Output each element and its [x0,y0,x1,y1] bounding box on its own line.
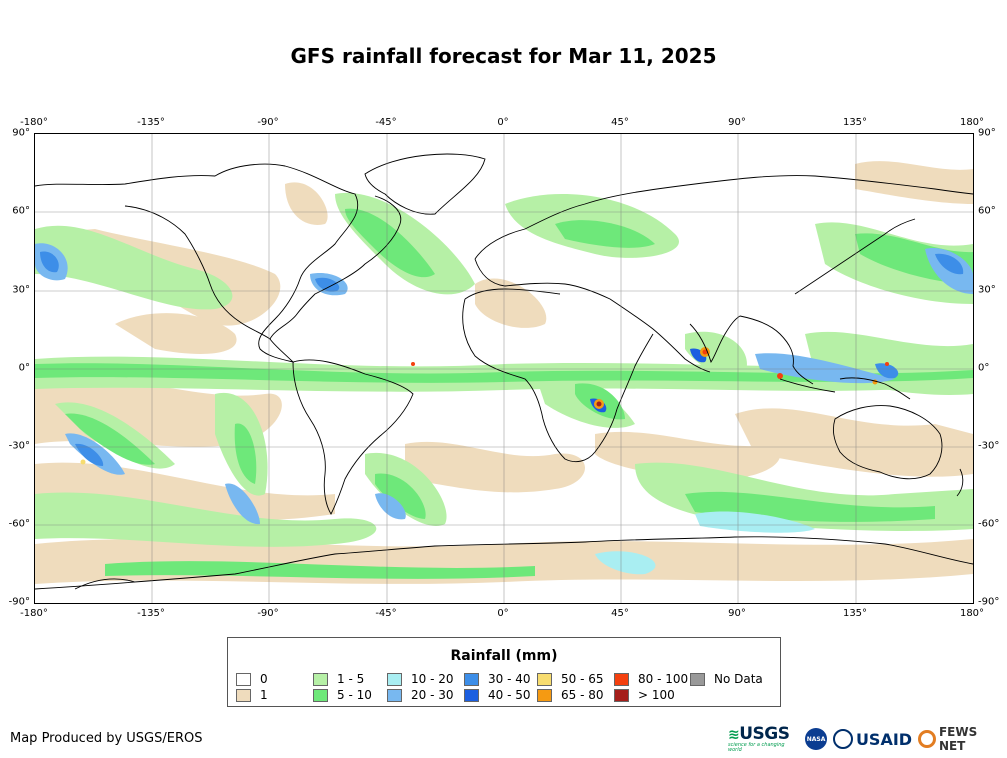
legend-label: 65 - 80 [561,688,604,702]
lat-tick-label: 0° [18,362,30,374]
rainfall-layer-blue [35,243,973,575]
usgs-logo-text: USGS [739,723,790,744]
lon-tick-label: 0° [497,608,509,619]
legend-swatch [387,688,402,702]
legend-item: 20 - 30 [387,688,454,702]
legend-label: 1 [260,688,268,702]
legend-swatch [464,688,479,702]
fews-globe-icon [918,730,936,748]
graticule [35,134,973,603]
legend-item: 65 - 80 [537,688,604,702]
legend-label: 80 - 100 [638,672,689,686]
legend-item: No Data [690,672,763,686]
lat-tick-label: 60° [978,205,996,217]
legend-swatch [537,672,552,686]
legend-swatch [690,672,705,686]
legend-item: 5 - 10 [313,688,372,702]
lon-tick-label: 45° [611,608,629,619]
legend-swatch [614,688,629,702]
legend-label: 10 - 20 [411,672,454,686]
fews-net-logo: FEWS NET [918,725,1007,753]
lat-tick-label: 60° [12,205,30,217]
map-credit: Map Produced by USGS/EROS [10,731,203,746]
rainfall-layer-heavy [80,347,889,465]
legend-swatch [236,672,251,686]
partner-logos: ≋USGS science for a changing world NASA … [728,724,1007,754]
legend-swatch [236,688,251,702]
legend-swatch [614,672,629,686]
lon-tick-label: 135° [842,117,868,128]
fews-logo-text: FEWS NET [938,725,978,753]
lon-tick-label: -90° [257,608,279,619]
legend-swatch [313,672,328,686]
lat-tick-label: -90° [978,596,1000,608]
legend-label: 20 - 30 [411,688,454,702]
lat-tick-label: -90° [8,596,30,608]
lon-tick-label: 45° [611,117,629,128]
legend-label: 40 - 50 [488,688,531,702]
lon-tick-label: -135° [137,117,165,128]
legend-item: 0 [236,672,268,686]
lon-tick-label: -135° [137,608,165,619]
legend-item: 40 - 50 [464,688,531,702]
map-legend: Rainfall (mm) 0 1 1 - 5 5 - 10 10 - 20 2… [227,637,781,707]
lat-tick-label: -60° [8,518,30,530]
legend-item: 1 - 5 [313,672,364,686]
lon-tick-label: 0° [497,117,509,128]
legend-item: 30 - 40 [464,672,531,686]
lat-tick-label: 30° [12,284,30,296]
usaid-seal-icon [832,729,853,749]
lon-tick-label: -180° [20,117,48,128]
usaid-logo: USAID [832,729,913,749]
lat-tick-label: 0° [978,362,990,374]
lon-tick-label: 90° [728,608,746,619]
legend-item: 80 - 100 [614,672,688,686]
lon-tick-label: -90° [257,117,279,128]
legend-swatch [387,672,402,686]
lon-tick-label: -45° [375,117,397,128]
legend-swatch [313,688,328,702]
legend-item: 1 [236,688,268,702]
legend-label: 0 [260,672,268,686]
legend-label: 50 - 65 [561,672,604,686]
lon-tick-label: -180° [20,608,48,619]
legend-item: 10 - 20 [387,672,454,686]
legend-label: 1 - 5 [337,672,365,686]
legend-label: > 100 [638,688,675,702]
legend-title: Rainfall (mm) [450,648,558,664]
usgs-logo: ≋USGS science for a changing world [728,723,799,753]
legend-item: > 100 [614,688,675,702]
lon-tick-label: 90° [728,117,746,128]
nasa-logo-text: NASA [806,735,826,743]
lat-tick-label: -30° [8,440,30,452]
legend-swatch [464,672,479,686]
legend-label: 30 - 40 [488,672,531,686]
lat-tick-label: -30° [978,440,1000,452]
lat-tick-label: 30° [978,284,996,296]
legend-label: No Data [714,672,763,686]
nasa-logo: NASA [805,728,827,750]
rainfall-map-canvas [35,134,973,603]
legend-item: 50 - 65 [537,672,604,686]
lat-tick-label: -60° [978,518,1000,530]
lon-tick-label: 180° [959,117,985,128]
legend-swatch [537,688,552,702]
lat-tick-label: 90° [978,127,996,139]
lon-tick-label: 135° [842,608,868,619]
usaid-logo-text: USAID [855,729,913,749]
lat-tick-label: 90° [12,127,30,139]
lon-tick-label: 180° [959,608,985,619]
usgs-tagline: science for a changing world [728,741,785,753]
rainfall-map [34,133,974,604]
lon-tick-label: -45° [375,608,397,619]
map-title: GFS rainfall forecast for Mar 11, 2025 [290,44,717,68]
legend-label: 5 - 10 [337,688,372,702]
